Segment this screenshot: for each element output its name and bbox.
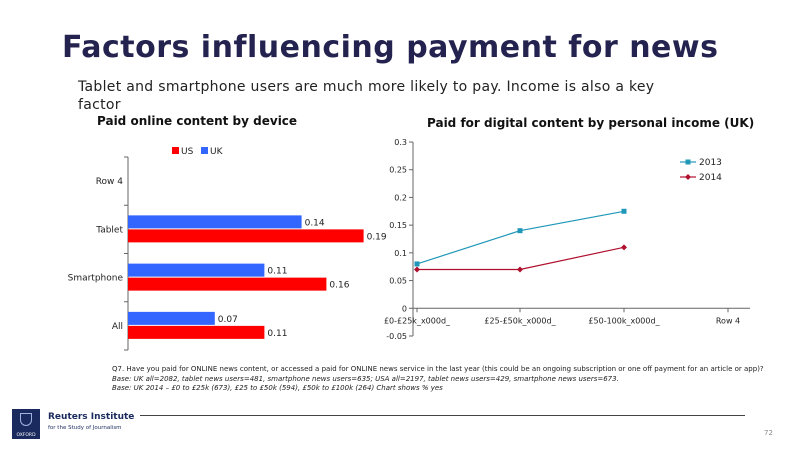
slide-title: Factors influencing payment for news (62, 30, 719, 65)
crest-shield-icon (20, 413, 32, 426)
legend-label-uk: UK (210, 147, 224, 157)
legend-swatch-us (172, 147, 179, 154)
bar-us (128, 229, 364, 243)
crest-text: OXFORD (16, 433, 36, 438)
legend-marker-2013 (685, 159, 691, 165)
bar-value-label: 0.14 (305, 218, 325, 228)
footnotes: Q7. Have you paid for ONLINE news conten… (112, 365, 777, 394)
bar-us (128, 277, 327, 291)
line-x-tick-label: £25-£50k_x000d_ (484, 316, 556, 325)
bar-value-label: 0.16 (329, 281, 349, 291)
line-y-tick-label: -0.05 (386, 332, 407, 341)
line-y-tick-label: 0.15 (389, 221, 407, 230)
data-point-2013 (414, 261, 420, 267)
series-line-2014 (417, 246, 625, 271)
legend-label-2013: 2013 (699, 158, 722, 168)
footer-divider (140, 415, 745, 416)
line-y-tick-label: 0.3 (394, 138, 407, 147)
question-note: Q7. Have you paid for ONLINE news conten… (112, 365, 764, 373)
page-number: 72 (764, 429, 773, 437)
base-note-2: Base: UK 2014 – £0 to £25k (673), £25 to… (112, 384, 443, 392)
bar-category-label: Tablet (95, 225, 123, 235)
bar-category-label: Row 4 (96, 177, 124, 187)
data-point-2014 (621, 244, 627, 251)
legend-swatch-uk (201, 147, 208, 154)
line-y-tick-label: 0.1 (394, 249, 407, 258)
line-y-tick-label: 0.25 (389, 166, 407, 175)
data-point-2014 (414, 266, 420, 273)
line-chart: -0.05 0 0.05 0.1 0.15 0.2 0.25 0.3 £0-£25k_x000d… (384, 138, 750, 341)
bar-value-label: 0.11 (267, 329, 287, 339)
data-point-2013 (517, 228, 523, 234)
bar-value-label: 0.11 (267, 267, 287, 277)
bar-uk (128, 215, 302, 229)
bar-uk (128, 263, 265, 277)
bar-value-label: 0.19 (367, 232, 387, 242)
base-note-1: Base: UK all=2082, tablet news users=481… (112, 374, 619, 383)
bar-uk (128, 311, 215, 325)
legend-marker-2014 (685, 174, 691, 180)
legend-label-us: US (181, 147, 194, 157)
institute-name: Reuters Institute (48, 412, 135, 422)
line-x-tick-label: £0-£25k_x000d_ (384, 316, 451, 325)
bar-value-label: 0.07 (218, 315, 238, 325)
series-line-2013 (416, 210, 625, 265)
institute-subtitle: for the Study of Journalism (48, 425, 122, 431)
bar-category-label: Smartphone (68, 274, 124, 284)
line-chart-title: Paid for digital content by personal inc… (427, 116, 755, 130)
bar-chart: US UK All 0.07 0.11 Smartphone 0.11 0.16 Tablet 0… (68, 147, 387, 351)
bar-chart-title: Paid online content by device (97, 114, 298, 128)
legend-label-2014: 2014 (699, 173, 722, 183)
line-y-tick-label: 0.2 (394, 193, 407, 202)
bar-us (128, 325, 265, 339)
data-point-2014 (517, 266, 523, 273)
data-point-2013 (621, 208, 627, 214)
bar-category-label: All (112, 322, 123, 332)
line-y-tick-label: 0.05 (389, 277, 407, 286)
line-x-tick-label: Row 4 (716, 316, 740, 325)
line-x-tick-label: £50-100k_x000d_ (588, 316, 660, 325)
slide-subtitle: Tablet and smartphone users are much mor… (78, 79, 655, 113)
oxford-crest-logo: OXFORD (12, 409, 40, 439)
line-y-tick-label: 0 (402, 304, 407, 313)
